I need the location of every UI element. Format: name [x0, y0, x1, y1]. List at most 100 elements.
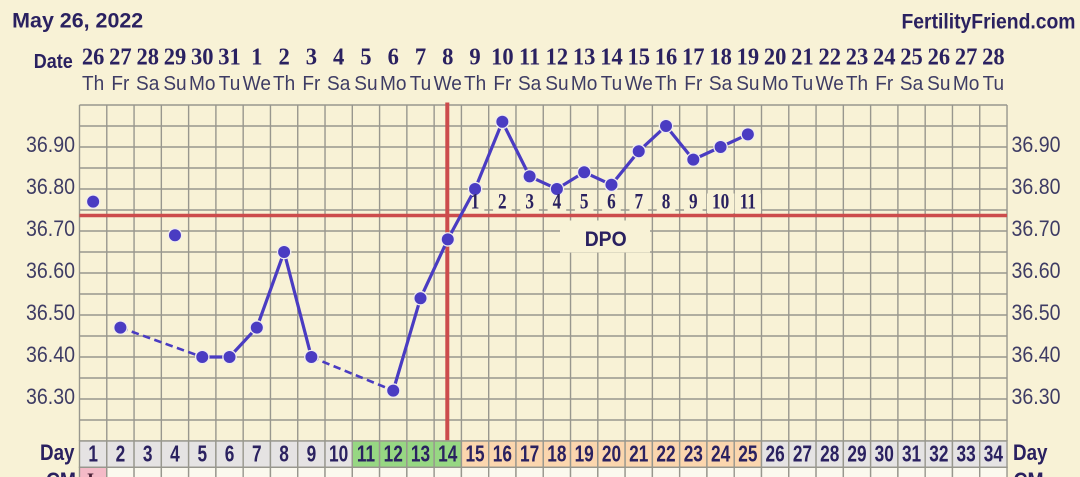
svg-text:Sa: Sa — [518, 72, 542, 95]
svg-text:1: 1 — [251, 44, 262, 71]
svg-text:Fr: Fr — [302, 72, 320, 95]
svg-text:6: 6 — [607, 189, 616, 214]
svg-text:36.80: 36.80 — [26, 174, 75, 199]
svg-text:17: 17 — [682, 44, 705, 71]
svg-text:6: 6 — [225, 440, 235, 466]
svg-text:32: 32 — [929, 440, 948, 466]
svg-text:26: 26 — [82, 44, 105, 71]
svg-text:27: 27 — [955, 44, 978, 71]
svg-text:25: 25 — [900, 44, 923, 71]
svg-text:25: 25 — [738, 440, 757, 466]
svg-text:5: 5 — [580, 189, 589, 214]
svg-text:We: We — [816, 72, 844, 95]
svg-text:15: 15 — [465, 440, 484, 466]
svg-text:6: 6 — [388, 44, 399, 71]
svg-text:11: 11 — [357, 440, 375, 466]
svg-text:Mo: Mo — [762, 72, 789, 95]
svg-text:Fr: Fr — [493, 72, 511, 95]
svg-text:16: 16 — [493, 440, 512, 466]
svg-text:4: 4 — [170, 440, 180, 466]
svg-text:31: 31 — [218, 44, 241, 71]
svg-text:Date: Date — [34, 51, 73, 73]
svg-text:19: 19 — [737, 44, 760, 71]
svg-text:13: 13 — [411, 440, 430, 466]
svg-text:Mo: Mo — [571, 72, 598, 95]
svg-text:21: 21 — [629, 440, 648, 466]
svg-text:Th: Th — [273, 72, 295, 95]
svg-text:27: 27 — [109, 44, 132, 71]
svg-text:30: 30 — [875, 440, 894, 466]
svg-text:36.30: 36.30 — [26, 384, 75, 409]
svg-text:Th: Th — [464, 72, 486, 95]
svg-text:2: 2 — [278, 44, 289, 71]
svg-text:14: 14 — [600, 44, 623, 71]
svg-text:Su: Su — [545, 72, 568, 95]
svg-text:Day: Day — [40, 440, 75, 465]
svg-text:Tu: Tu — [410, 72, 432, 95]
svg-text:Mo: Mo — [953, 72, 980, 95]
svg-text:28: 28 — [820, 440, 839, 466]
svg-text:17: 17 — [520, 440, 539, 466]
svg-text:28: 28 — [136, 44, 159, 71]
svg-text:FertilityFriend.com: FertilityFriend.com — [902, 9, 1076, 33]
svg-text:We: We — [243, 72, 271, 95]
svg-text:7: 7 — [415, 44, 426, 71]
svg-text:4: 4 — [553, 189, 562, 214]
svg-text:CM: CM — [1014, 468, 1044, 477]
svg-text:Th: Th — [82, 72, 104, 95]
svg-text:5: 5 — [197, 440, 207, 466]
svg-text:CM: CM — [46, 468, 76, 477]
svg-text:22: 22 — [818, 44, 841, 71]
svg-text:20: 20 — [764, 44, 787, 71]
svg-text:16: 16 — [655, 44, 678, 71]
svg-text:7: 7 — [634, 189, 643, 214]
svg-text:Tu: Tu — [792, 72, 814, 95]
svg-text:12: 12 — [384, 440, 403, 466]
svg-text:20: 20 — [602, 440, 621, 466]
svg-text:12: 12 — [546, 44, 569, 71]
svg-text:We: We — [434, 72, 462, 95]
svg-text:36.60: 36.60 — [1012, 258, 1061, 283]
svg-text:8: 8 — [279, 440, 289, 466]
svg-text:Sa: Sa — [327, 72, 351, 95]
svg-text:10: 10 — [329, 440, 348, 466]
svg-text:10: 10 — [712, 189, 729, 214]
svg-text:36.50: 36.50 — [26, 300, 75, 325]
svg-text:36.60: 36.60 — [26, 258, 75, 283]
svg-text:36.70: 36.70 — [26, 216, 75, 241]
svg-text:18: 18 — [547, 440, 566, 466]
svg-text:9: 9 — [689, 189, 698, 214]
svg-text:34: 34 — [984, 440, 1003, 466]
svg-text:9: 9 — [307, 440, 317, 466]
svg-text:2: 2 — [116, 440, 126, 466]
svg-text:19: 19 — [575, 440, 594, 466]
svg-text:21: 21 — [791, 44, 814, 71]
svg-text:7: 7 — [252, 440, 262, 466]
svg-text:Fr: Fr — [875, 72, 893, 95]
svg-text:4: 4 — [333, 44, 344, 71]
svg-text:24: 24 — [711, 440, 730, 466]
svg-text:Su: Su — [736, 72, 759, 95]
svg-text:DPO: DPO — [585, 227, 627, 251]
svg-text:5: 5 — [360, 44, 371, 71]
svg-text:22: 22 — [656, 440, 675, 466]
svg-text:Su: Su — [354, 72, 377, 95]
svg-text:3: 3 — [306, 44, 317, 71]
svg-text:23: 23 — [846, 44, 869, 71]
svg-text:33: 33 — [957, 440, 976, 466]
svg-text:26: 26 — [766, 440, 785, 466]
svg-text:May 26, 2022: May 26, 2022 — [12, 9, 143, 32]
svg-text:29: 29 — [164, 44, 187, 71]
svg-text:18: 18 — [709, 44, 732, 71]
svg-text:36.90: 36.90 — [26, 132, 75, 157]
svg-text:27: 27 — [793, 440, 812, 466]
svg-text:3: 3 — [525, 189, 534, 214]
svg-text:Tu: Tu — [219, 72, 241, 95]
svg-text:24: 24 — [873, 44, 896, 71]
svg-text:2: 2 — [498, 189, 507, 214]
svg-text:1: 1 — [471, 189, 480, 214]
svg-text:13: 13 — [573, 44, 596, 71]
svg-text:I: I — [87, 470, 94, 477]
svg-text:36.50: 36.50 — [1012, 300, 1061, 325]
svg-text:8: 8 — [442, 44, 453, 71]
